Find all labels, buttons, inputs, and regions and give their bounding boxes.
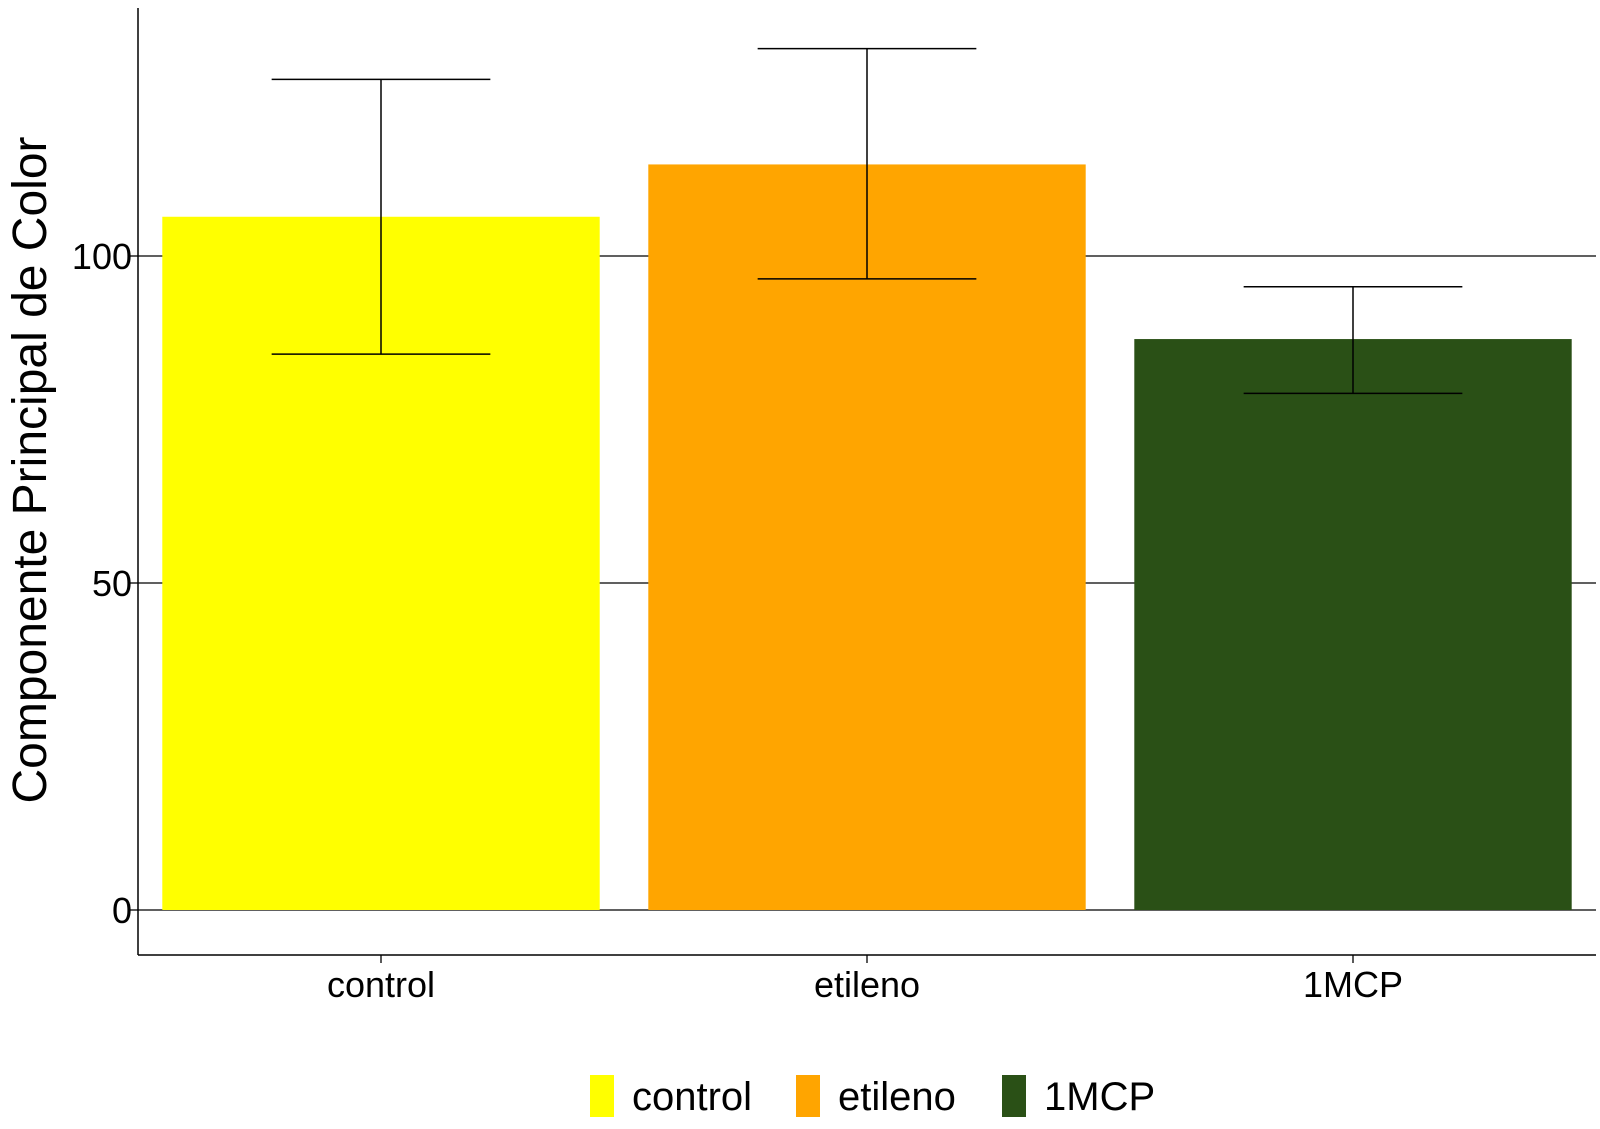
bar-1MCP — [1134, 339, 1572, 911]
legend-swatch-1MCP — [1002, 1075, 1026, 1117]
x-tick-label-1MCP: 1MCP — [1303, 964, 1403, 1005]
error-bars — [271, 47, 1463, 395]
legend-swatch-etileno — [796, 1075, 820, 1117]
y-tick-label-0: 0 — [112, 890, 132, 931]
x-tick-label-etileno: etileno — [814, 964, 920, 1005]
bars — [162, 164, 1572, 911]
legend-swatch-control — [590, 1075, 614, 1117]
legend-label-etileno: etileno — [838, 1075, 956, 1119]
x-tick-label-control: control — [327, 964, 435, 1005]
y-tick-labels: 0 50 100 — [72, 236, 138, 931]
legend-label-control: control — [632, 1075, 752, 1119]
legend-label-1MCP: 1MCP — [1044, 1075, 1155, 1119]
y-axis-title: Componente Principal de Color — [4, 136, 57, 803]
legend: control etileno 1MCP — [590, 1075, 1155, 1119]
bar-etileno — [648, 164, 1086, 910]
x-tick-labels: control etileno 1MCP — [327, 955, 1403, 1005]
y-tick-label-100: 100 — [72, 236, 132, 277]
y-tick-label-50: 50 — [92, 563, 132, 604]
